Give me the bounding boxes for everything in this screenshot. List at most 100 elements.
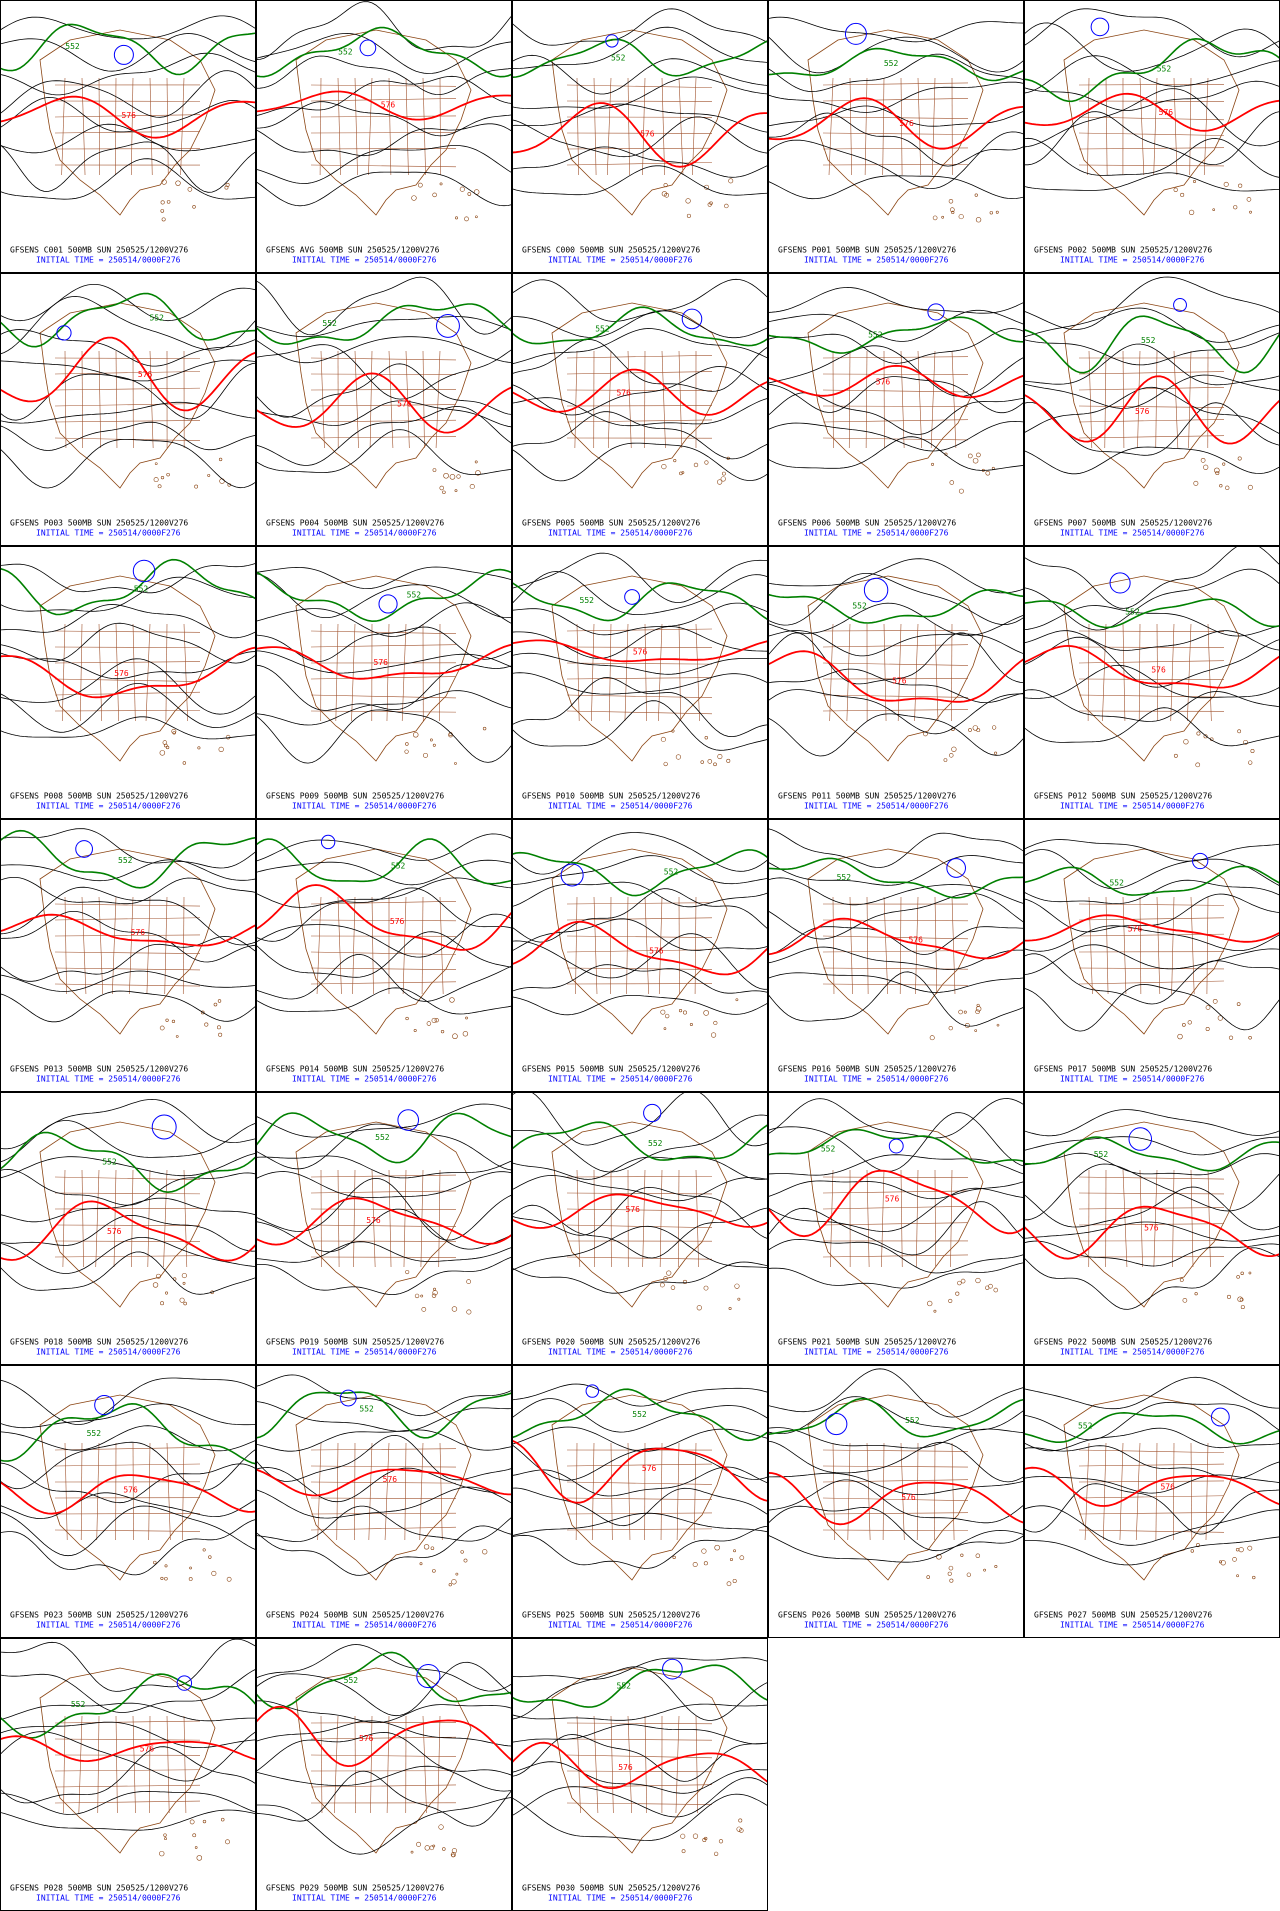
height-contour bbox=[1, 401, 255, 424]
height-contour bbox=[257, 833, 511, 862]
contour-552 bbox=[1025, 37, 1279, 103]
map-panel: 576 552 GFSENS P023 500MB SUN 250525/1200V… bbox=[0, 1365, 256, 1638]
state-border bbox=[368, 1442, 373, 1541]
height-contour bbox=[257, 1720, 511, 1747]
state-border bbox=[310, 1481, 457, 1484]
map-area: 576 552 bbox=[257, 1374, 511, 1587]
contour-576 bbox=[769, 364, 1023, 399]
state-border bbox=[61, 623, 66, 722]
panel-border bbox=[512, 819, 768, 1092]
island bbox=[936, 1553, 942, 1560]
island bbox=[707, 202, 712, 207]
height-contour bbox=[513, 832, 767, 875]
state-border bbox=[1078, 1480, 1225, 1483]
state-border bbox=[576, 1169, 581, 1268]
island bbox=[996, 1023, 1000, 1027]
height-contour bbox=[257, 363, 511, 418]
height-contour bbox=[257, 1644, 511, 1692]
panel-title: GFSENS P009 500MB SUN 250525/1200V276 bbox=[266, 792, 444, 801]
low-center bbox=[75, 840, 93, 858]
island bbox=[211, 1570, 217, 1576]
state-border bbox=[626, 896, 629, 995]
island bbox=[224, 185, 229, 190]
island bbox=[1248, 1036, 1252, 1040]
height-contour bbox=[257, 32, 511, 74]
state-border bbox=[98, 896, 104, 995]
state-border bbox=[112, 896, 117, 995]
height-contour bbox=[1, 284, 255, 322]
init-time: INITIAL TIME = 250514/0000F276 bbox=[292, 1348, 437, 1357]
state-border bbox=[864, 77, 868, 176]
low-center bbox=[339, 1389, 357, 1407]
height-contour bbox=[1025, 8, 1279, 58]
low-center bbox=[113, 44, 134, 65]
contour-label: 576 bbox=[390, 917, 405, 926]
contour-label: 552 bbox=[821, 1144, 836, 1153]
state-border bbox=[54, 903, 201, 907]
island bbox=[218, 746, 224, 752]
island bbox=[482, 1549, 488, 1555]
contour-label: 576 bbox=[131, 928, 146, 937]
init-time: INITIAL TIME = 250514/0000F276 bbox=[548, 1894, 693, 1903]
panel-title: GFSENS P020 500MB SUN 250525/1200V276 bbox=[522, 1338, 700, 1347]
panel-border bbox=[0, 1638, 256, 1911]
height-contour bbox=[1, 296, 255, 355]
state-border bbox=[566, 1463, 713, 1467]
map-panel: 576 552 GFSENS P021 500MB SUN 250525/1200V… bbox=[768, 1092, 1024, 1365]
contour-label: 552 bbox=[580, 596, 595, 605]
height-contour bbox=[1025, 1247, 1279, 1310]
map-area: 576 552 bbox=[513, 1093, 767, 1311]
island bbox=[192, 205, 196, 209]
island bbox=[1246, 197, 1252, 202]
map-panel: 576 552 GFSENS P011 500MB SUN 250525/1200V… bbox=[768, 546, 1024, 819]
coastline bbox=[39, 1394, 216, 1581]
state-border bbox=[566, 1208, 713, 1212]
low-center bbox=[888, 1138, 904, 1154]
state-border bbox=[822, 419, 969, 423]
height-contour bbox=[769, 632, 1023, 685]
height-contour bbox=[1, 1731, 255, 1782]
panel-title: GFSENS P007 500MB SUN 250525/1200V276 bbox=[1034, 519, 1212, 528]
island bbox=[729, 1557, 733, 1561]
state-border bbox=[54, 1769, 201, 1772]
state-border bbox=[566, 355, 713, 359]
height-contour bbox=[1, 658, 255, 715]
state-border bbox=[1078, 83, 1225, 86]
height-contour bbox=[769, 36, 1023, 74]
state-border bbox=[54, 917, 201, 921]
low-center bbox=[863, 577, 889, 603]
panel-title: GFSENS P012 500MB SUN 250525/1200V276 bbox=[1034, 792, 1212, 801]
height-contour bbox=[1025, 1376, 1279, 1410]
height-contour bbox=[1, 1462, 255, 1504]
height-contour bbox=[769, 972, 1023, 993]
state-border bbox=[149, 350, 154, 449]
island bbox=[675, 754, 682, 760]
panel-border bbox=[512, 0, 768, 273]
state-border bbox=[1205, 1442, 1209, 1541]
height-contour bbox=[1025, 707, 1279, 747]
height-contour bbox=[257, 1429, 511, 1452]
contour-576 bbox=[1, 646, 255, 699]
state-border bbox=[310, 644, 457, 648]
state-border bbox=[1155, 350, 1158, 449]
island bbox=[200, 1010, 205, 1015]
map-area: 576 552 bbox=[1025, 839, 1279, 1040]
panel-title: GFSENS P016 500MB SUN 250525/1200V276 bbox=[778, 1065, 956, 1074]
height-contour bbox=[257, 1486, 511, 1519]
coastline bbox=[551, 575, 728, 762]
map-area: 576 552 bbox=[1025, 1376, 1279, 1581]
state-border bbox=[54, 967, 201, 971]
panel-title: GFSENS P022 500MB SUN 250525/1200V276 bbox=[1034, 1338, 1212, 1347]
height-contour bbox=[1, 911, 255, 963]
state-border bbox=[610, 1715, 614, 1814]
height-contour bbox=[1, 329, 255, 367]
island bbox=[671, 729, 675, 733]
height-contour bbox=[1, 1746, 255, 1804]
island bbox=[701, 1548, 707, 1554]
state-border bbox=[337, 77, 341, 176]
island bbox=[482, 726, 487, 731]
island bbox=[166, 472, 170, 477]
state-border bbox=[822, 919, 969, 922]
height-contour bbox=[257, 1103, 511, 1138]
island bbox=[1179, 1278, 1184, 1282]
